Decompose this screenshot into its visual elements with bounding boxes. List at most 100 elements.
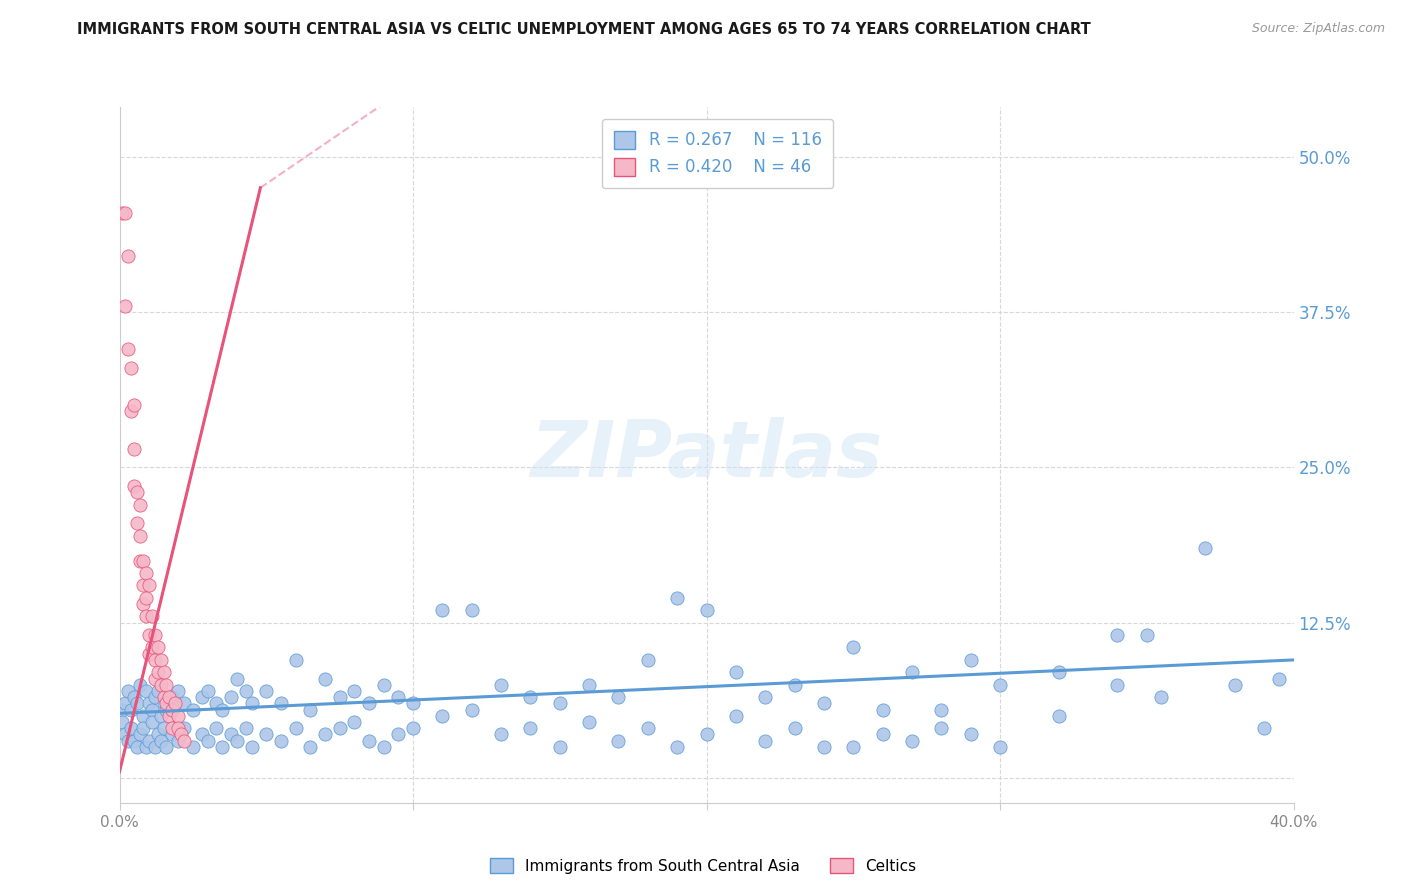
Point xyxy=(167,708,190,723)
Point xyxy=(132,708,155,723)
Point xyxy=(813,697,835,711)
Point xyxy=(1107,678,1129,692)
Point xyxy=(1136,628,1159,642)
Point xyxy=(901,733,924,747)
Point xyxy=(120,361,142,376)
Point xyxy=(111,714,134,729)
Point xyxy=(152,721,174,735)
Point xyxy=(489,727,512,741)
Point xyxy=(122,690,145,705)
Point xyxy=(122,479,145,493)
Point xyxy=(872,703,894,717)
Point xyxy=(129,678,152,692)
Point xyxy=(132,578,155,592)
Point xyxy=(696,727,718,741)
Point xyxy=(114,697,136,711)
Point xyxy=(754,733,776,747)
Point xyxy=(270,697,292,711)
Point xyxy=(141,703,163,717)
Point xyxy=(146,727,169,741)
Point xyxy=(519,690,541,705)
Point xyxy=(129,553,152,567)
Point xyxy=(343,714,366,729)
Point xyxy=(666,591,689,605)
Point xyxy=(149,708,172,723)
Point xyxy=(254,727,277,741)
Point xyxy=(299,739,322,754)
Point xyxy=(138,628,160,642)
Point xyxy=(666,739,689,754)
Point xyxy=(135,566,157,580)
Point xyxy=(813,739,835,754)
Point xyxy=(132,553,155,567)
Point xyxy=(149,653,172,667)
Point xyxy=(149,678,172,692)
Point xyxy=(152,697,174,711)
Point xyxy=(637,721,659,735)
Text: ZIPatlas: ZIPatlas xyxy=(530,417,883,493)
Point xyxy=(120,404,142,418)
Point xyxy=(314,727,336,741)
Point xyxy=(284,653,307,667)
Point xyxy=(402,721,425,735)
Point xyxy=(122,442,145,456)
Point xyxy=(122,398,145,412)
Point xyxy=(225,672,249,686)
Point xyxy=(1047,665,1070,680)
Point xyxy=(329,721,352,735)
Point xyxy=(157,708,180,723)
Point xyxy=(114,205,136,219)
Point xyxy=(135,609,157,624)
Point xyxy=(141,609,163,624)
Point xyxy=(357,697,380,711)
Point xyxy=(135,739,157,754)
Point xyxy=(143,672,166,686)
Point xyxy=(578,678,600,692)
Point xyxy=(225,733,249,747)
Point xyxy=(120,721,142,735)
Point xyxy=(842,640,865,655)
Point xyxy=(988,678,1011,692)
Point xyxy=(254,684,277,698)
Point xyxy=(211,703,233,717)
Point xyxy=(1047,708,1070,723)
Point xyxy=(402,697,425,711)
Point xyxy=(197,684,219,698)
Point xyxy=(1253,721,1275,735)
Point xyxy=(387,727,409,741)
Point xyxy=(138,647,160,661)
Point xyxy=(190,690,212,705)
Point xyxy=(146,665,169,680)
Point xyxy=(284,721,307,735)
Legend: R = 0.267    N = 116, R = 0.420    N = 46: R = 0.267 N = 116, R = 0.420 N = 46 xyxy=(602,119,834,188)
Point xyxy=(157,690,180,705)
Point xyxy=(373,739,395,754)
Point xyxy=(460,703,484,717)
Point xyxy=(219,727,242,741)
Point xyxy=(1107,628,1129,642)
Point xyxy=(135,591,157,605)
Point xyxy=(117,249,139,263)
Point xyxy=(146,684,169,698)
Point xyxy=(460,603,484,617)
Point xyxy=(162,721,184,735)
Point xyxy=(901,665,924,680)
Point xyxy=(120,703,142,717)
Point xyxy=(146,640,169,655)
Point xyxy=(240,739,263,754)
Point xyxy=(607,733,630,747)
Point xyxy=(343,684,366,698)
Point xyxy=(1268,672,1291,686)
Point xyxy=(114,727,136,741)
Point xyxy=(173,721,195,735)
Point xyxy=(314,672,336,686)
Point xyxy=(783,678,806,692)
Point xyxy=(165,697,187,711)
Point xyxy=(167,684,190,698)
Point xyxy=(181,739,204,754)
Point xyxy=(141,714,163,729)
Point xyxy=(122,733,145,747)
Point xyxy=(842,739,865,754)
Point xyxy=(132,721,155,735)
Point xyxy=(143,690,166,705)
